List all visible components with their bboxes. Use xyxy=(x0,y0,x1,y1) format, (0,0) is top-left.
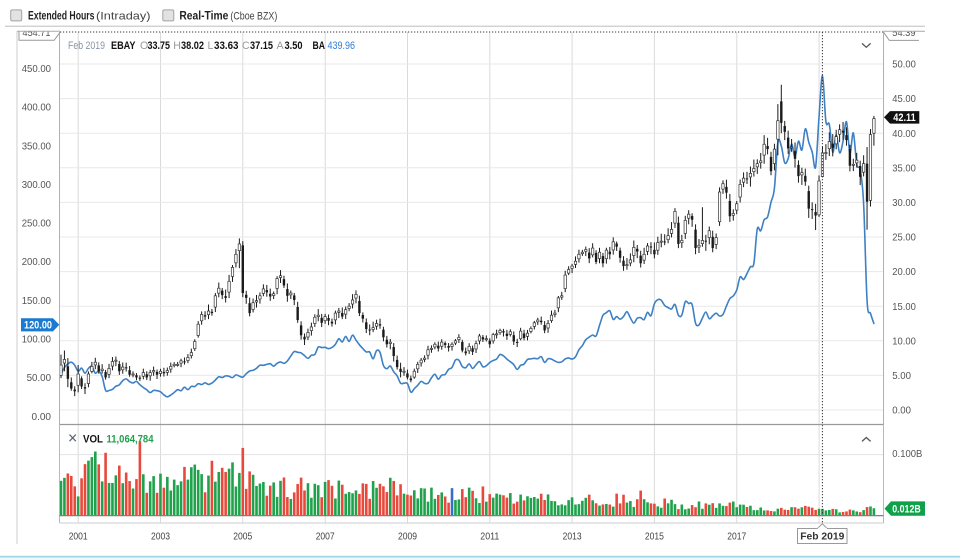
svg-text:400.00: 400.00 xyxy=(22,103,52,114)
svg-text:15.00: 15.00 xyxy=(892,302,916,313)
svg-text:40.00: 40.00 xyxy=(892,129,916,140)
svg-text:38.02: 38.02 xyxy=(181,40,204,52)
svg-text:2015: 2015 xyxy=(645,531,664,542)
svg-text:(Intraday): (Intraday) xyxy=(96,11,151,23)
svg-text:200.00: 200.00 xyxy=(22,257,52,268)
svg-text:3.50: 3.50 xyxy=(285,40,303,52)
svg-text:5.00: 5.00 xyxy=(892,371,911,382)
svg-text:439.96: 439.96 xyxy=(328,40,356,52)
svg-text:2011: 2011 xyxy=(480,531,499,542)
svg-text:35.00: 35.00 xyxy=(892,163,916,174)
svg-text:20.00: 20.00 xyxy=(892,267,916,278)
svg-text:37.15: 37.15 xyxy=(250,40,273,52)
svg-text:50.00: 50.00 xyxy=(27,373,52,384)
svg-text:54.39: 54.39 xyxy=(892,28,916,39)
svg-text:2001: 2001 xyxy=(69,531,88,542)
svg-text:Feb 2019: Feb 2019 xyxy=(800,532,844,543)
svg-text:L: L xyxy=(208,40,214,52)
svg-text:2003: 2003 xyxy=(151,531,170,542)
svg-text:45.00: 45.00 xyxy=(892,94,916,105)
svg-text:VOL: VOL xyxy=(83,434,103,446)
svg-text:30.00: 30.00 xyxy=(892,198,916,209)
svg-text:10.00: 10.00 xyxy=(892,336,916,347)
svg-text:0.00: 0.00 xyxy=(892,406,911,417)
svg-text:O: O xyxy=(140,40,148,52)
svg-text:Feb 2019: Feb 2019 xyxy=(68,40,105,52)
svg-text:(Cboe BZX): (Cboe BZX) xyxy=(230,11,277,23)
svg-text:250.00: 250.00 xyxy=(22,219,52,230)
svg-text:450.00: 450.00 xyxy=(22,64,52,75)
svg-text:0.012B: 0.012B xyxy=(892,503,921,515)
svg-text:300.00: 300.00 xyxy=(22,180,52,191)
svg-text:2007: 2007 xyxy=(316,531,335,542)
svg-text:33.63: 33.63 xyxy=(214,40,239,52)
svg-text:0.00: 0.00 xyxy=(32,412,52,423)
svg-text:2013: 2013 xyxy=(563,531,582,542)
svg-text:2009: 2009 xyxy=(398,531,417,542)
svg-text:2005: 2005 xyxy=(233,531,252,542)
svg-text:50.00: 50.00 xyxy=(892,60,916,71)
svg-text:454.71: 454.71 xyxy=(23,28,51,39)
svg-text:H: H xyxy=(173,40,181,52)
svg-text:120.00: 120.00 xyxy=(24,319,52,331)
svg-text:350.00: 350.00 xyxy=(22,141,52,152)
svg-text:25.00: 25.00 xyxy=(892,233,916,244)
svg-text:C: C xyxy=(242,40,250,52)
svg-text:2017: 2017 xyxy=(727,531,746,542)
svg-text:A: A xyxy=(277,40,285,52)
svg-text:Real-Time: Real-Time xyxy=(179,9,228,23)
svg-text:BA: BA xyxy=(313,40,326,52)
svg-text:42.11: 42.11 xyxy=(893,112,916,124)
svg-text:EBAY: EBAY xyxy=(111,40,136,52)
svg-text:150.00: 150.00 xyxy=(22,296,52,307)
svg-text:33.75: 33.75 xyxy=(148,40,171,52)
svg-text:0.100B: 0.100B xyxy=(892,449,922,460)
svg-text:11,064,784: 11,064,784 xyxy=(107,434,154,446)
svg-text:Extended Hours: Extended Hours xyxy=(28,9,95,23)
svg-text:100.00: 100.00 xyxy=(22,335,52,346)
